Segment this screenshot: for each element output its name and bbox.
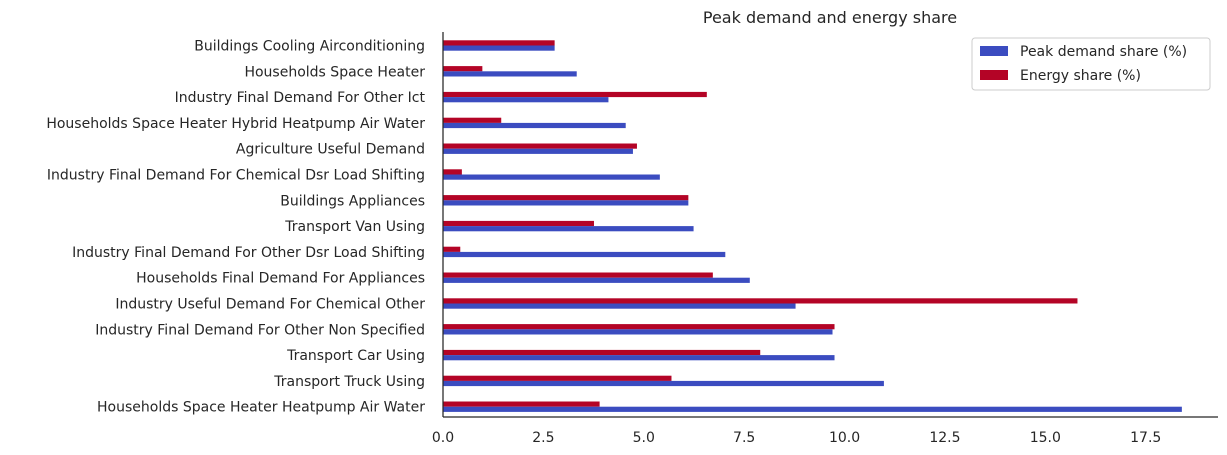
legend-label-peak: Peak demand share (%) <box>1020 44 1187 60</box>
energy-share-bar-14 <box>443 401 600 407</box>
bars-group <box>443 40 1182 412</box>
x-tick-label-5: 12.5 <box>929 430 960 446</box>
legend: Peak demand share (%) Energy share (%) <box>971 37 1211 91</box>
peak-demand-bar-11 <box>443 329 833 335</box>
category-label-12: Transport Car Using <box>286 348 425 364</box>
energy-share-bar-0 <box>443 40 555 46</box>
x-tick-label-0: 0.0 <box>432 430 454 446</box>
category-label-6: Buildings Appliances <box>280 193 425 209</box>
category-label-9: Households Final Demand For Appliances <box>136 271 425 287</box>
category-label-0: Buildings Cooling Airconditioning <box>194 39 425 55</box>
energy-share-bar-3 <box>443 117 502 123</box>
energy-share-bar-1 <box>443 66 483 72</box>
x-tick-label-4: 10.0 <box>829 430 860 446</box>
peak-demand-bar-7 <box>443 226 694 232</box>
energy-share-bar-4 <box>443 143 637 149</box>
energy-share-bar-2 <box>443 91 707 98</box>
energy-share-bar-9 <box>443 272 713 278</box>
category-label-8: Industry Final Demand For Other Dsr Load… <box>72 245 425 261</box>
category-labels: Buildings Cooling Airconditioning Househo… <box>46 39 425 416</box>
legend-swatch-peak <box>980 46 1008 56</box>
x-tick-label-1: 2.5 <box>532 430 554 446</box>
category-label-2: Industry Final Demand For Other Ict <box>175 90 426 106</box>
peak-demand-bar-4 <box>443 148 633 154</box>
category-label-5: Industry Final Demand For Chemical Dsr L… <box>47 168 425 184</box>
peak-demand-bar-13 <box>443 380 884 387</box>
legend-swatch-energy <box>980 70 1008 80</box>
energy-share-bar-5 <box>443 169 462 175</box>
energy-share-bar-8 <box>443 246 461 252</box>
peak-demand-bar-10 <box>443 303 796 309</box>
peak-demand-bar-9 <box>443 277 750 283</box>
category-label-1: Households Space Heater <box>244 64 425 80</box>
category-label-3: Households Space Heater Hybrid Heatpump … <box>46 116 425 132</box>
category-label-11: Industry Final Demand For Other Non Spec… <box>95 322 425 338</box>
energy-share-bar-6 <box>443 195 689 201</box>
energy-share-bar-7 <box>443 220 594 227</box>
peak-demand-bar-0 <box>443 45 555 51</box>
x-axis-ticks: 0.0 2.5 5.0 7.5 10.0 12.5 15.0 17.5 <box>432 430 1161 446</box>
category-label-7: Transport Van Using <box>284 219 425 235</box>
legend-frame <box>971 37 1211 91</box>
peak-demand-bar-6 <box>443 200 689 206</box>
peak-demand-bar-5 <box>443 174 660 180</box>
peak-demand-bar-12 <box>443 355 835 361</box>
chart-title: Peak demand and energy share <box>703 8 957 27</box>
peak-demand-bar-2 <box>443 97 609 103</box>
peak-demand-bar-14 <box>443 406 1182 412</box>
energy-share-bar-11 <box>443 324 835 330</box>
peak-demand-bar-8 <box>443 251 726 258</box>
energy-share-bar-10 <box>443 298 1078 304</box>
legend-label-energy: Energy share (%) <box>1020 68 1141 84</box>
x-tick-label-7: 17.5 <box>1130 430 1161 446</box>
x-tick-label-2: 5.0 <box>633 430 655 446</box>
peak-demand-bar-3 <box>443 122 626 129</box>
category-label-13: Transport Truck Using <box>273 374 425 390</box>
category-label-14: Households Space Heater Heatpump Air Wat… <box>97 400 425 416</box>
category-label-10: Industry Useful Demand For Chemical Othe… <box>115 297 425 313</box>
category-label-4: Agriculture Useful Demand <box>236 142 425 158</box>
energy-share-bar-12 <box>443 349 761 356</box>
energy-share-bar-13 <box>443 375 672 381</box>
x-tick-label-3: 7.5 <box>733 430 755 446</box>
peak-demand-bar-1 <box>443 71 577 77</box>
x-tick-label-6: 15.0 <box>1030 430 1061 446</box>
